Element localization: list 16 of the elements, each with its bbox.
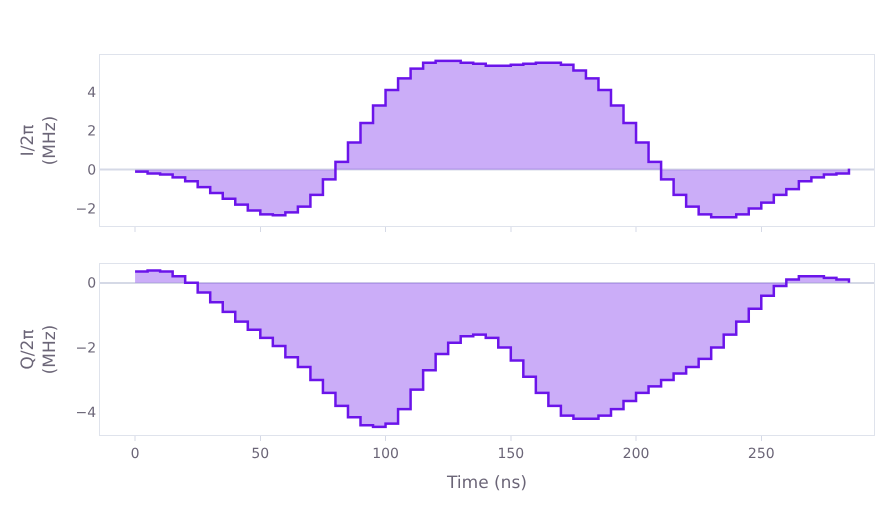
y-tick-label: 0 bbox=[87, 162, 96, 179]
y-tick-label: 4 bbox=[87, 84, 96, 101]
x-tick-label: 150 bbox=[497, 446, 524, 462]
x-tick-label: 50 bbox=[251, 446, 270, 462]
y-tick-label: −4 bbox=[76, 405, 96, 422]
y-tick-label: −2 bbox=[76, 340, 96, 356]
y-tick-label: 0 bbox=[87, 276, 96, 292]
y-tick-label: 2 bbox=[87, 124, 96, 140]
x-axis-title: Time (ns) bbox=[446, 473, 527, 494]
x-tick-label: 250 bbox=[748, 446, 775, 462]
y-axis-title: I/2π (MHz) bbox=[18, 116, 60, 166]
x-tick-label: 200 bbox=[622, 446, 650, 462]
y-axis-title: Q/2π (MHz) bbox=[18, 324, 60, 374]
y-tick-label: −2 bbox=[76, 201, 96, 218]
x-tick-label: 100 bbox=[372, 446, 399, 462]
x-tick-label: 0 bbox=[130, 446, 140, 462]
